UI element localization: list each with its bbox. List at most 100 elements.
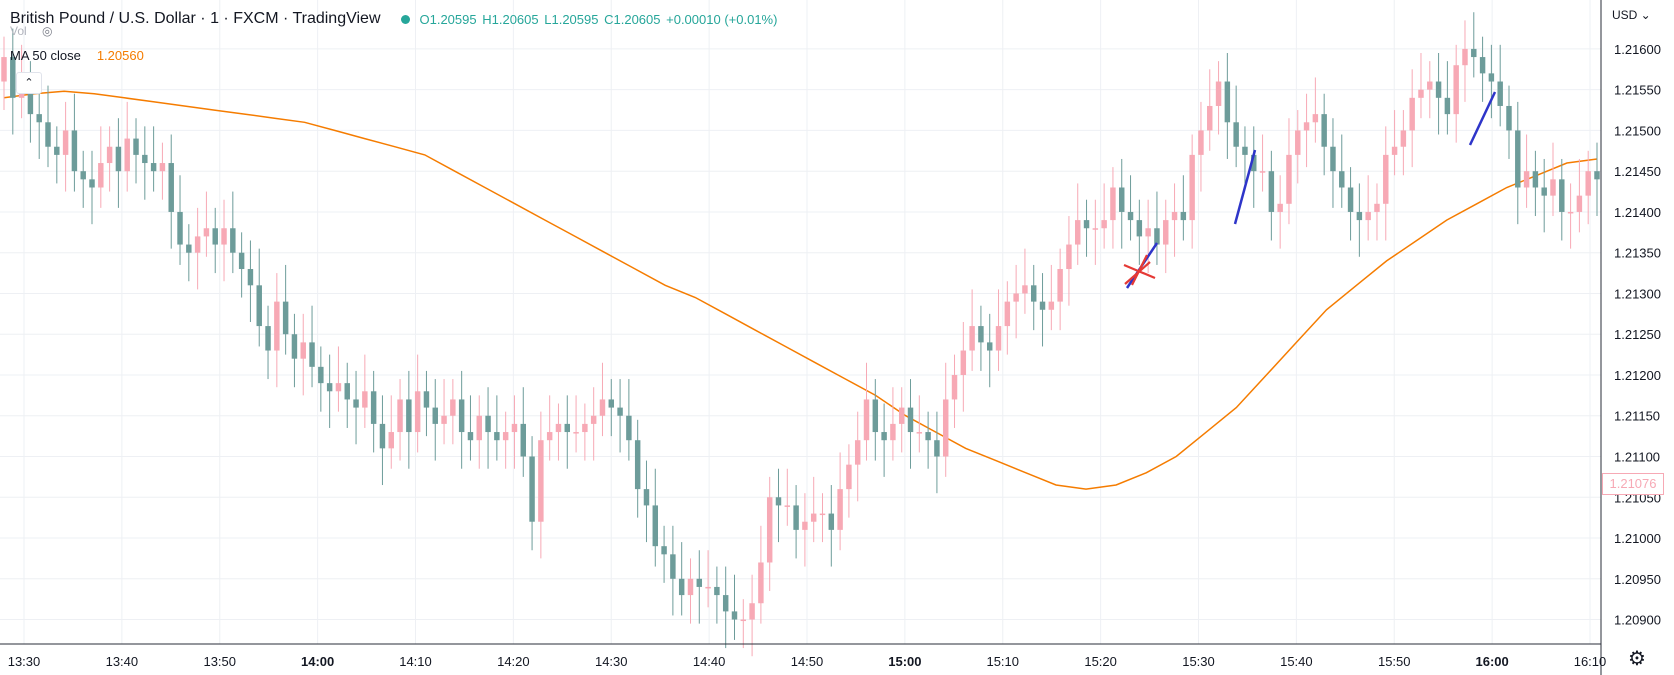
price-tick-label: 1.21350 <box>1614 246 1661 261</box>
hide-eye-icon[interactable]: ◎ <box>42 24 53 38</box>
candle-body <box>564 423 570 433</box>
candle-body <box>793 505 799 530</box>
symbol-title[interactable]: British Pound / U.S. Dollar · 1 · FXCM ·… <box>10 10 381 27</box>
trend-line-drawing[interactable] <box>1468 91 1497 146</box>
candle-body <box>934 440 940 457</box>
candle-body <box>450 399 456 416</box>
candle-body <box>881 432 887 441</box>
candle-body <box>511 423 518 433</box>
price-tick-label: 1.21250 <box>1614 327 1661 342</box>
candle-body <box>1506 105 1512 131</box>
candle-body <box>124 138 130 172</box>
candle-body <box>247 269 254 286</box>
indicator-legend[interactable]: MA 50 close 1.20560 <box>10 48 144 63</box>
candle-body <box>722 595 729 612</box>
candle-body <box>634 440 641 490</box>
candle-body <box>1594 171 1600 180</box>
low-value: L1.20595 <box>544 11 599 27</box>
candle-body <box>590 415 597 424</box>
candle-body <box>775 497 782 506</box>
candle-body <box>529 456 535 522</box>
time-tick-label: 15:40 <box>1280 654 1313 669</box>
candle-body <box>458 399 465 433</box>
candle-body <box>1022 285 1028 294</box>
candle-body <box>1198 130 1204 155</box>
time-tick-label: 13:30 <box>8 654 41 669</box>
candle-body <box>1427 81 1433 90</box>
candle-body <box>291 334 298 359</box>
market-status-dot <box>400 14 410 24</box>
time-tick-label: 16:00 <box>1476 654 1509 669</box>
candle-body <box>670 554 676 579</box>
candle-body <box>168 163 174 212</box>
candle-body <box>986 342 993 351</box>
time-tick-label: 15:30 <box>1182 654 1215 669</box>
candle-body <box>1479 57 1486 74</box>
candle-body <box>1471 48 1477 58</box>
candle-body <box>520 423 526 457</box>
currency-selector[interactable]: USD ⌄ <box>1612 8 1651 22</box>
cross-marker-drawing[interactable] <box>1123 254 1156 286</box>
candle-body <box>1400 130 1407 147</box>
gear-icon[interactable]: ⚙ <box>1628 648 1646 670</box>
time-tick-label: 15:20 <box>1084 654 1117 669</box>
candle-body <box>1330 146 1336 172</box>
candle-body <box>397 399 403 433</box>
price-tick-label: 1.21400 <box>1614 205 1661 220</box>
candle-body <box>617 407 623 416</box>
time-tick-label: 14:00 <box>301 654 334 669</box>
candle-body <box>142 154 148 164</box>
candle-body <box>854 440 861 465</box>
price-tick-label: 1.21600 <box>1614 42 1661 57</box>
time-tick-label: 14:10 <box>399 654 432 669</box>
candle-body <box>819 513 826 516</box>
candle-body <box>1066 244 1072 270</box>
time-axis-ticks: 13:30 13:40 13:50 14:00 14:10 14:20 14:30 14:40… <box>8 654 1607 669</box>
candle-body <box>1075 220 1081 245</box>
time-tick-label: 14:50 <box>791 654 824 669</box>
candle-body <box>890 423 896 441</box>
candle-body <box>379 423 386 449</box>
candle-body <box>740 619 747 622</box>
candle-body <box>194 236 201 253</box>
candle-body <box>960 350 967 375</box>
candle-body <box>230 228 236 253</box>
candle-body <box>423 391 430 408</box>
drawings-layer[interactable] <box>1123 91 1497 289</box>
candle-body <box>115 146 122 172</box>
price-tick-label: 1.21550 <box>1614 83 1661 98</box>
candle-body <box>925 432 931 441</box>
candle-body <box>256 285 262 327</box>
candle-body <box>538 440 544 522</box>
candle-body <box>467 432 474 441</box>
candle-body <box>1119 187 1125 212</box>
candle-body <box>626 415 632 441</box>
candle-body <box>1 57 7 82</box>
candle-body <box>661 546 667 555</box>
candle-body <box>1268 171 1275 212</box>
candle-body <box>916 432 923 434</box>
candle-body <box>1145 228 1151 237</box>
candle-body <box>573 432 579 434</box>
candle-body <box>1488 73 1495 82</box>
candle-body <box>1356 211 1363 221</box>
time-tick-label: 13:50 <box>203 654 236 669</box>
ma-line-layer <box>3 90 1598 490</box>
price-tick-label: 1.21100 <box>1614 450 1660 465</box>
collapse-legend-button[interactable]: ⌃ <box>16 72 42 94</box>
candle-body <box>1585 171 1591 196</box>
candle-body <box>1039 301 1046 310</box>
candle-body <box>36 114 42 123</box>
candles-layer <box>1 12 1600 657</box>
candle-body <box>555 423 562 433</box>
candle-body <box>714 586 720 596</box>
candle-body <box>1383 154 1389 204</box>
candle-body <box>696 578 703 587</box>
candle-body <box>485 415 491 433</box>
time-tick-label: 15:50 <box>1378 654 1411 669</box>
ma-50-line <box>3 90 1598 490</box>
candle-body <box>388 432 394 449</box>
trend-line-drawing[interactable] <box>1233 149 1257 225</box>
candle-body <box>652 505 659 547</box>
